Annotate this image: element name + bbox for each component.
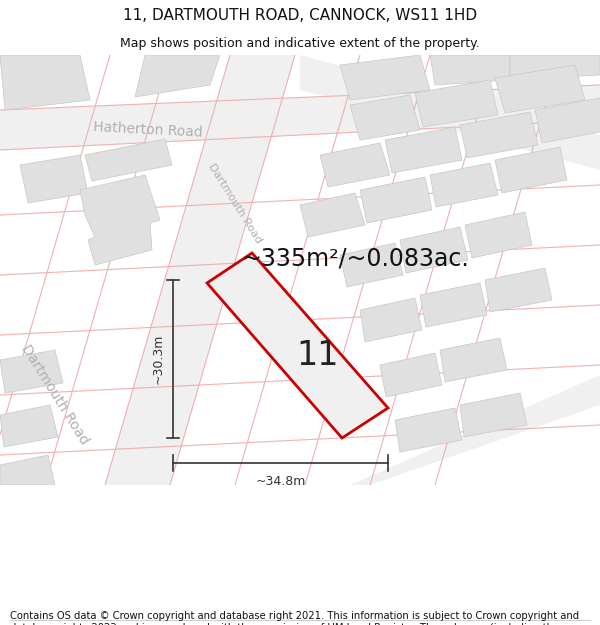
Polygon shape: [510, 55, 600, 80]
Polygon shape: [430, 163, 498, 207]
Polygon shape: [340, 243, 403, 287]
Polygon shape: [0, 85, 600, 150]
Polygon shape: [385, 127, 462, 173]
Polygon shape: [320, 143, 390, 187]
Text: Dartmouth Road: Dartmouth Road: [19, 342, 91, 447]
Polygon shape: [0, 405, 58, 447]
Text: ~335m²/~0.083ac.: ~335m²/~0.083ac.: [241, 246, 469, 270]
Polygon shape: [0, 350, 63, 393]
Polygon shape: [135, 55, 220, 97]
Polygon shape: [535, 97, 600, 143]
Polygon shape: [0, 55, 90, 110]
Polygon shape: [495, 147, 567, 193]
Polygon shape: [300, 55, 600, 170]
Polygon shape: [80, 175, 160, 265]
Text: 11, DARTMOUTH ROAD, CANNOCK, WS11 1HD: 11, DARTMOUTH ROAD, CANNOCK, WS11 1HD: [123, 8, 477, 23]
Polygon shape: [360, 177, 432, 223]
Polygon shape: [415, 80, 498, 127]
Polygon shape: [350, 375, 600, 485]
Polygon shape: [340, 55, 430, 100]
Text: 11: 11: [296, 339, 338, 372]
Polygon shape: [395, 408, 462, 452]
Polygon shape: [20, 155, 88, 203]
Polygon shape: [85, 139, 172, 181]
Polygon shape: [495, 65, 585, 113]
Text: Contains OS data © Crown copyright and database right 2021. This information is : Contains OS data © Crown copyright and d…: [10, 611, 589, 625]
Polygon shape: [350, 95, 420, 140]
Text: Map shows position and indicative extent of the property.: Map shows position and indicative extent…: [120, 38, 480, 51]
Polygon shape: [460, 393, 527, 437]
Polygon shape: [420, 283, 487, 327]
Text: ~34.8m: ~34.8m: [256, 475, 305, 488]
Polygon shape: [400, 227, 468, 273]
Text: Dartmouth Road: Dartmouth Road: [206, 161, 263, 245]
Polygon shape: [300, 193, 365, 237]
Polygon shape: [0, 455, 55, 485]
Polygon shape: [207, 253, 388, 438]
Polygon shape: [440, 338, 507, 382]
Polygon shape: [105, 55, 295, 485]
Polygon shape: [485, 268, 552, 312]
Polygon shape: [380, 353, 442, 397]
Text: ~30.3m: ~30.3m: [152, 334, 165, 384]
Polygon shape: [460, 112, 538, 158]
Polygon shape: [430, 55, 510, 85]
Text: Hatherton Road: Hatherton Road: [93, 120, 203, 140]
Polygon shape: [465, 212, 532, 258]
Polygon shape: [360, 298, 422, 342]
